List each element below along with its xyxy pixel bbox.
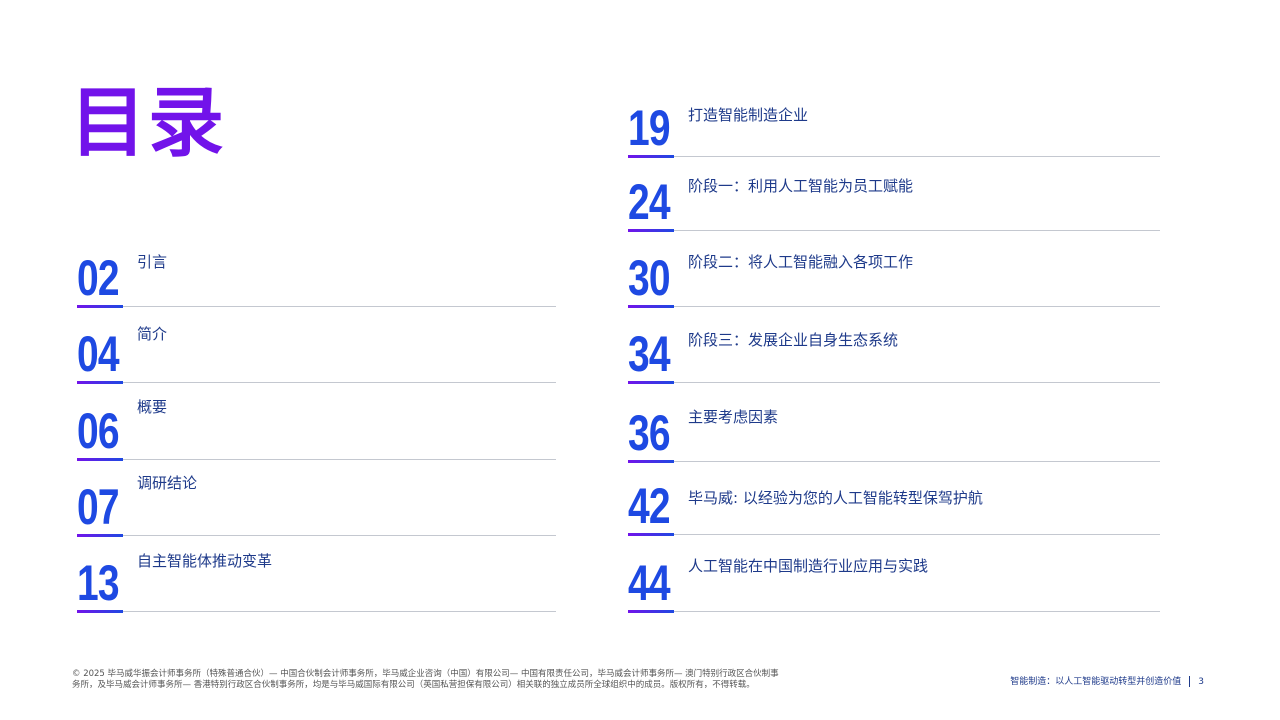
accent-underline — [77, 305, 123, 308]
accent-underline — [628, 229, 674, 232]
toc-entry-label: 阶段一：利用人工智能为员工赋能 — [688, 177, 914, 195]
accent-underline — [628, 533, 674, 536]
accent-underline — [77, 458, 123, 461]
toc-entry[interactable]: 34 阶段三：发展企业自身生态系统 — [628, 323, 1160, 384]
toc-page-number: 13 — [77, 555, 120, 611]
toc-entry-label: 打造智能制造企业 — [688, 106, 809, 124]
toc-entry-label: 调研结论 — [137, 474, 198, 492]
toc-entry[interactable]: 06 概要 — [77, 398, 556, 461]
toc-page-number: 36 — [628, 405, 671, 461]
toc-entry-label: 毕马威: 以经验为您的人工智能转型保驾护航 — [688, 489, 983, 507]
toc-page-number: 07 — [77, 479, 120, 535]
toc-entry-label: 自主智能体推动变革 — [137, 552, 273, 570]
toc-page-number: 44 — [628, 555, 671, 611]
divider-line — [628, 306, 1160, 307]
toc-entry[interactable]: 42 毕马威: 以经验为您的人工智能转型保驾护航 — [628, 475, 1160, 536]
accent-underline — [77, 610, 123, 613]
toc-page-number: 30 — [628, 250, 671, 306]
toc-page-number: 04 — [77, 326, 120, 382]
copyright-notice: © 2025 毕马威华振会计师事务所（特殊普通合伙）— 中国合伙制会计师事务所，… — [72, 669, 779, 690]
divider-line — [628, 382, 1160, 383]
divider-line — [77, 306, 556, 307]
toc-entry-label: 概要 — [137, 398, 168, 416]
accent-underline — [628, 460, 674, 463]
toc-entry[interactable]: 02 引言 — [77, 247, 556, 308]
toc-entry[interactable]: 44 人工智能在中国制造行业应用与实践 — [628, 552, 1160, 613]
toc-entry-label: 简介 — [137, 325, 168, 343]
page-number: 3 — [1198, 677, 1204, 687]
toc-page-number: 34 — [628, 326, 671, 382]
accent-underline — [628, 155, 674, 158]
accent-underline — [628, 381, 674, 384]
toc-entry-label: 主要考虑因素 — [688, 408, 779, 426]
divider-line — [77, 382, 556, 383]
toc-page-number: 02 — [77, 250, 120, 306]
toc-page-number: 42 — [628, 478, 671, 534]
toc-entry[interactable]: 13 自主智能体推动变革 — [77, 552, 556, 613]
divider-line — [77, 611, 556, 612]
toc-entry-label: 引言 — [137, 253, 168, 271]
toc-entry[interactable]: 04 简介 — [77, 323, 556, 384]
toc-entry[interactable]: 07 调研结论 — [77, 474, 556, 537]
footer-report-info: 智能制造：以人工智能驱动转型并创造价值 3 — [1010, 674, 1204, 687]
toc-page-number: 19 — [628, 100, 671, 156]
toc-page-number: 06 — [77, 403, 120, 459]
divider — [1189, 676, 1191, 687]
accent-underline — [77, 381, 123, 384]
accent-underline — [628, 305, 674, 308]
toc-entry[interactable]: 30 阶段二：将人工智能融入各项工作 — [628, 247, 1160, 308]
divider-line — [628, 156, 1160, 157]
page-title: 目录 — [70, 78, 226, 167]
accent-underline — [77, 534, 123, 537]
toc-page-number: 24 — [628, 174, 671, 230]
toc-entry[interactable]: 36 主要考虑因素 — [628, 402, 1160, 463]
toc-entry[interactable]: 19 打造智能制造企业 — [628, 97, 1160, 158]
toc-entry-label: 阶段三：发展企业自身生态系统 — [688, 331, 899, 349]
accent-underline — [628, 610, 674, 613]
toc-entry-label: 人工智能在中国制造行业应用与实践 — [688, 557, 929, 575]
report-title: 智能制造：以人工智能驱动转型并创造价值 — [1010, 677, 1182, 687]
divider-line — [628, 611, 1160, 612]
divider-line — [628, 461, 1160, 462]
divider-line — [628, 230, 1160, 231]
divider-line — [77, 535, 556, 536]
toc-entry-label: 阶段二：将人工智能融入各项工作 — [688, 253, 914, 271]
divider-line — [77, 459, 556, 460]
toc-entry[interactable]: 24 阶段一：利用人工智能为员工赋能 — [628, 171, 1160, 232]
divider-line — [628, 534, 1160, 535]
